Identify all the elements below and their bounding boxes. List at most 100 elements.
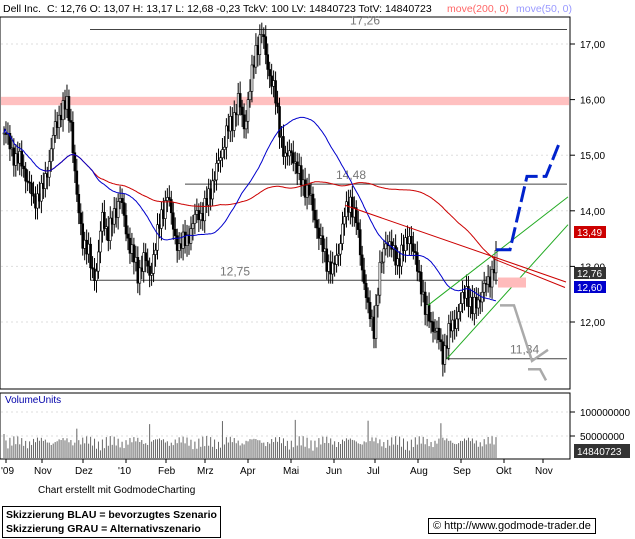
- level-label: 12,75: [220, 264, 250, 278]
- price-badges: 13,49 12,76 12,60: [574, 226, 606, 294]
- channel-lower: [446, 224, 569, 360]
- candle-body: [431, 321, 435, 332]
- candle-body: [415, 252, 419, 272]
- x-tick-label: Dez: [75, 466, 93, 477]
- candle-body: [443, 345, 447, 365]
- candle-body: [268, 69, 271, 77]
- candle-body: [246, 99, 250, 122]
- candle-body: [321, 235, 325, 252]
- candle-body: [221, 149, 224, 159]
- x-tick-label: Jul: [367, 466, 380, 477]
- candle-body: [394, 245, 397, 266]
- candle-body: [282, 136, 285, 157]
- candle-body: [28, 181, 31, 184]
- support-zone: [498, 277, 526, 288]
- candle-body: [152, 254, 155, 274]
- candle-body: [69, 120, 73, 123]
- candle-body: [313, 210, 317, 221]
- candle-body: [122, 202, 126, 216]
- chart-credit: Chart erstellt mit GodmodeCharting: [38, 485, 196, 496]
- scenario-blue: [496, 140, 562, 252]
- y-tick-label: 17,00: [580, 40, 605, 51]
- candle-body: [364, 283, 368, 298]
- candle-body: [164, 200, 167, 219]
- candle-body: [116, 201, 120, 218]
- header-ma200: move(200, 0): [447, 3, 509, 15]
- candle-body: [423, 291, 427, 315]
- candle-body: [223, 146, 226, 150]
- candle-body: [360, 254, 364, 271]
- time-axis: '09 Nov Dez '10 Feb Mrz Apr Mai Jun Jul Aug Sep Okt N…: [0, 458, 570, 477]
- price-badge: [574, 281, 606, 293]
- candle-body: [331, 262, 334, 275]
- candle-body: [142, 252, 146, 272]
- candle-body: [315, 219, 319, 229]
- y-tick-label: 12,00: [580, 318, 605, 329]
- candle-body: [337, 253, 340, 256]
- scenario-gray-tail: [528, 368, 548, 381]
- candle-body: [211, 180, 214, 200]
- price-panel: [0, 16, 571, 390]
- candle-body: [258, 34, 262, 56]
- candle-body: [264, 36, 268, 55]
- candle-body: [71, 121, 75, 154]
- candle-body: [307, 184, 311, 196]
- candle-body: [173, 228, 177, 237]
- candle-body: [343, 216, 346, 225]
- candle-body: [215, 162, 218, 181]
- candle-body: [120, 198, 124, 203]
- candle-body: [8, 132, 12, 150]
- candle-body: [144, 252, 147, 262]
- candle-body: [376, 294, 380, 306]
- candle-body: [278, 106, 281, 138]
- scenario-gray: [500, 304, 549, 363]
- copyright-icon: ©: [433, 520, 442, 532]
- candle-body: [490, 269, 494, 288]
- candle-body: [24, 168, 27, 182]
- candle-body: [433, 330, 437, 333]
- candle-body: [400, 244, 403, 267]
- x-tick-label: Nov: [535, 466, 553, 477]
- candle-body: [404, 237, 407, 252]
- candle-body: [89, 243, 92, 269]
- candle-body: [169, 199, 173, 214]
- candle-body: [366, 297, 370, 303]
- candle-body: [138, 267, 142, 284]
- candle-body: [97, 251, 100, 272]
- candle-body: [374, 305, 378, 339]
- candle-body: [457, 311, 460, 320]
- y-tick-label: 16,00: [580, 96, 605, 107]
- candle-body: [79, 212, 83, 225]
- candle-body: [459, 303, 462, 312]
- footer-url[interactable]: © http://www.godmode-trader.de: [428, 518, 596, 534]
- candle-body: [335, 255, 338, 265]
- candle-body: [126, 233, 130, 239]
- x-tick-label: '10: [118, 466, 131, 477]
- candle-body: [124, 215, 128, 235]
- volume-bars: [3, 419, 497, 458]
- x-tick-label: Jun: [326, 466, 342, 477]
- candle-body: [339, 243, 342, 255]
- candle-body: [232, 112, 236, 131]
- candles: [2, 22, 498, 377]
- candle-body: [419, 271, 423, 295]
- candle-body: [276, 102, 279, 107]
- candle-body: [26, 180, 29, 183]
- candle-body: [427, 304, 431, 322]
- candle-body: [299, 165, 303, 186]
- price-badge: [574, 226, 606, 238]
- candle-body: [77, 194, 81, 214]
- candle-body: [47, 161, 51, 178]
- candle-body: [99, 230, 102, 253]
- candle-body: [150, 273, 153, 276]
- candle-body: [317, 227, 321, 239]
- ma50-line: [3, 116, 497, 302]
- candle-body: [156, 224, 159, 251]
- y-tick-label: 14,00: [580, 207, 605, 218]
- candle-body: [380, 261, 384, 264]
- candle-body: [467, 286, 470, 307]
- candle-body: [30, 182, 33, 195]
- header-ticker: Dell Inc.: [3, 3, 41, 15]
- x-tick-label: Apr: [240, 466, 256, 477]
- level-label: 14,48: [336, 168, 366, 182]
